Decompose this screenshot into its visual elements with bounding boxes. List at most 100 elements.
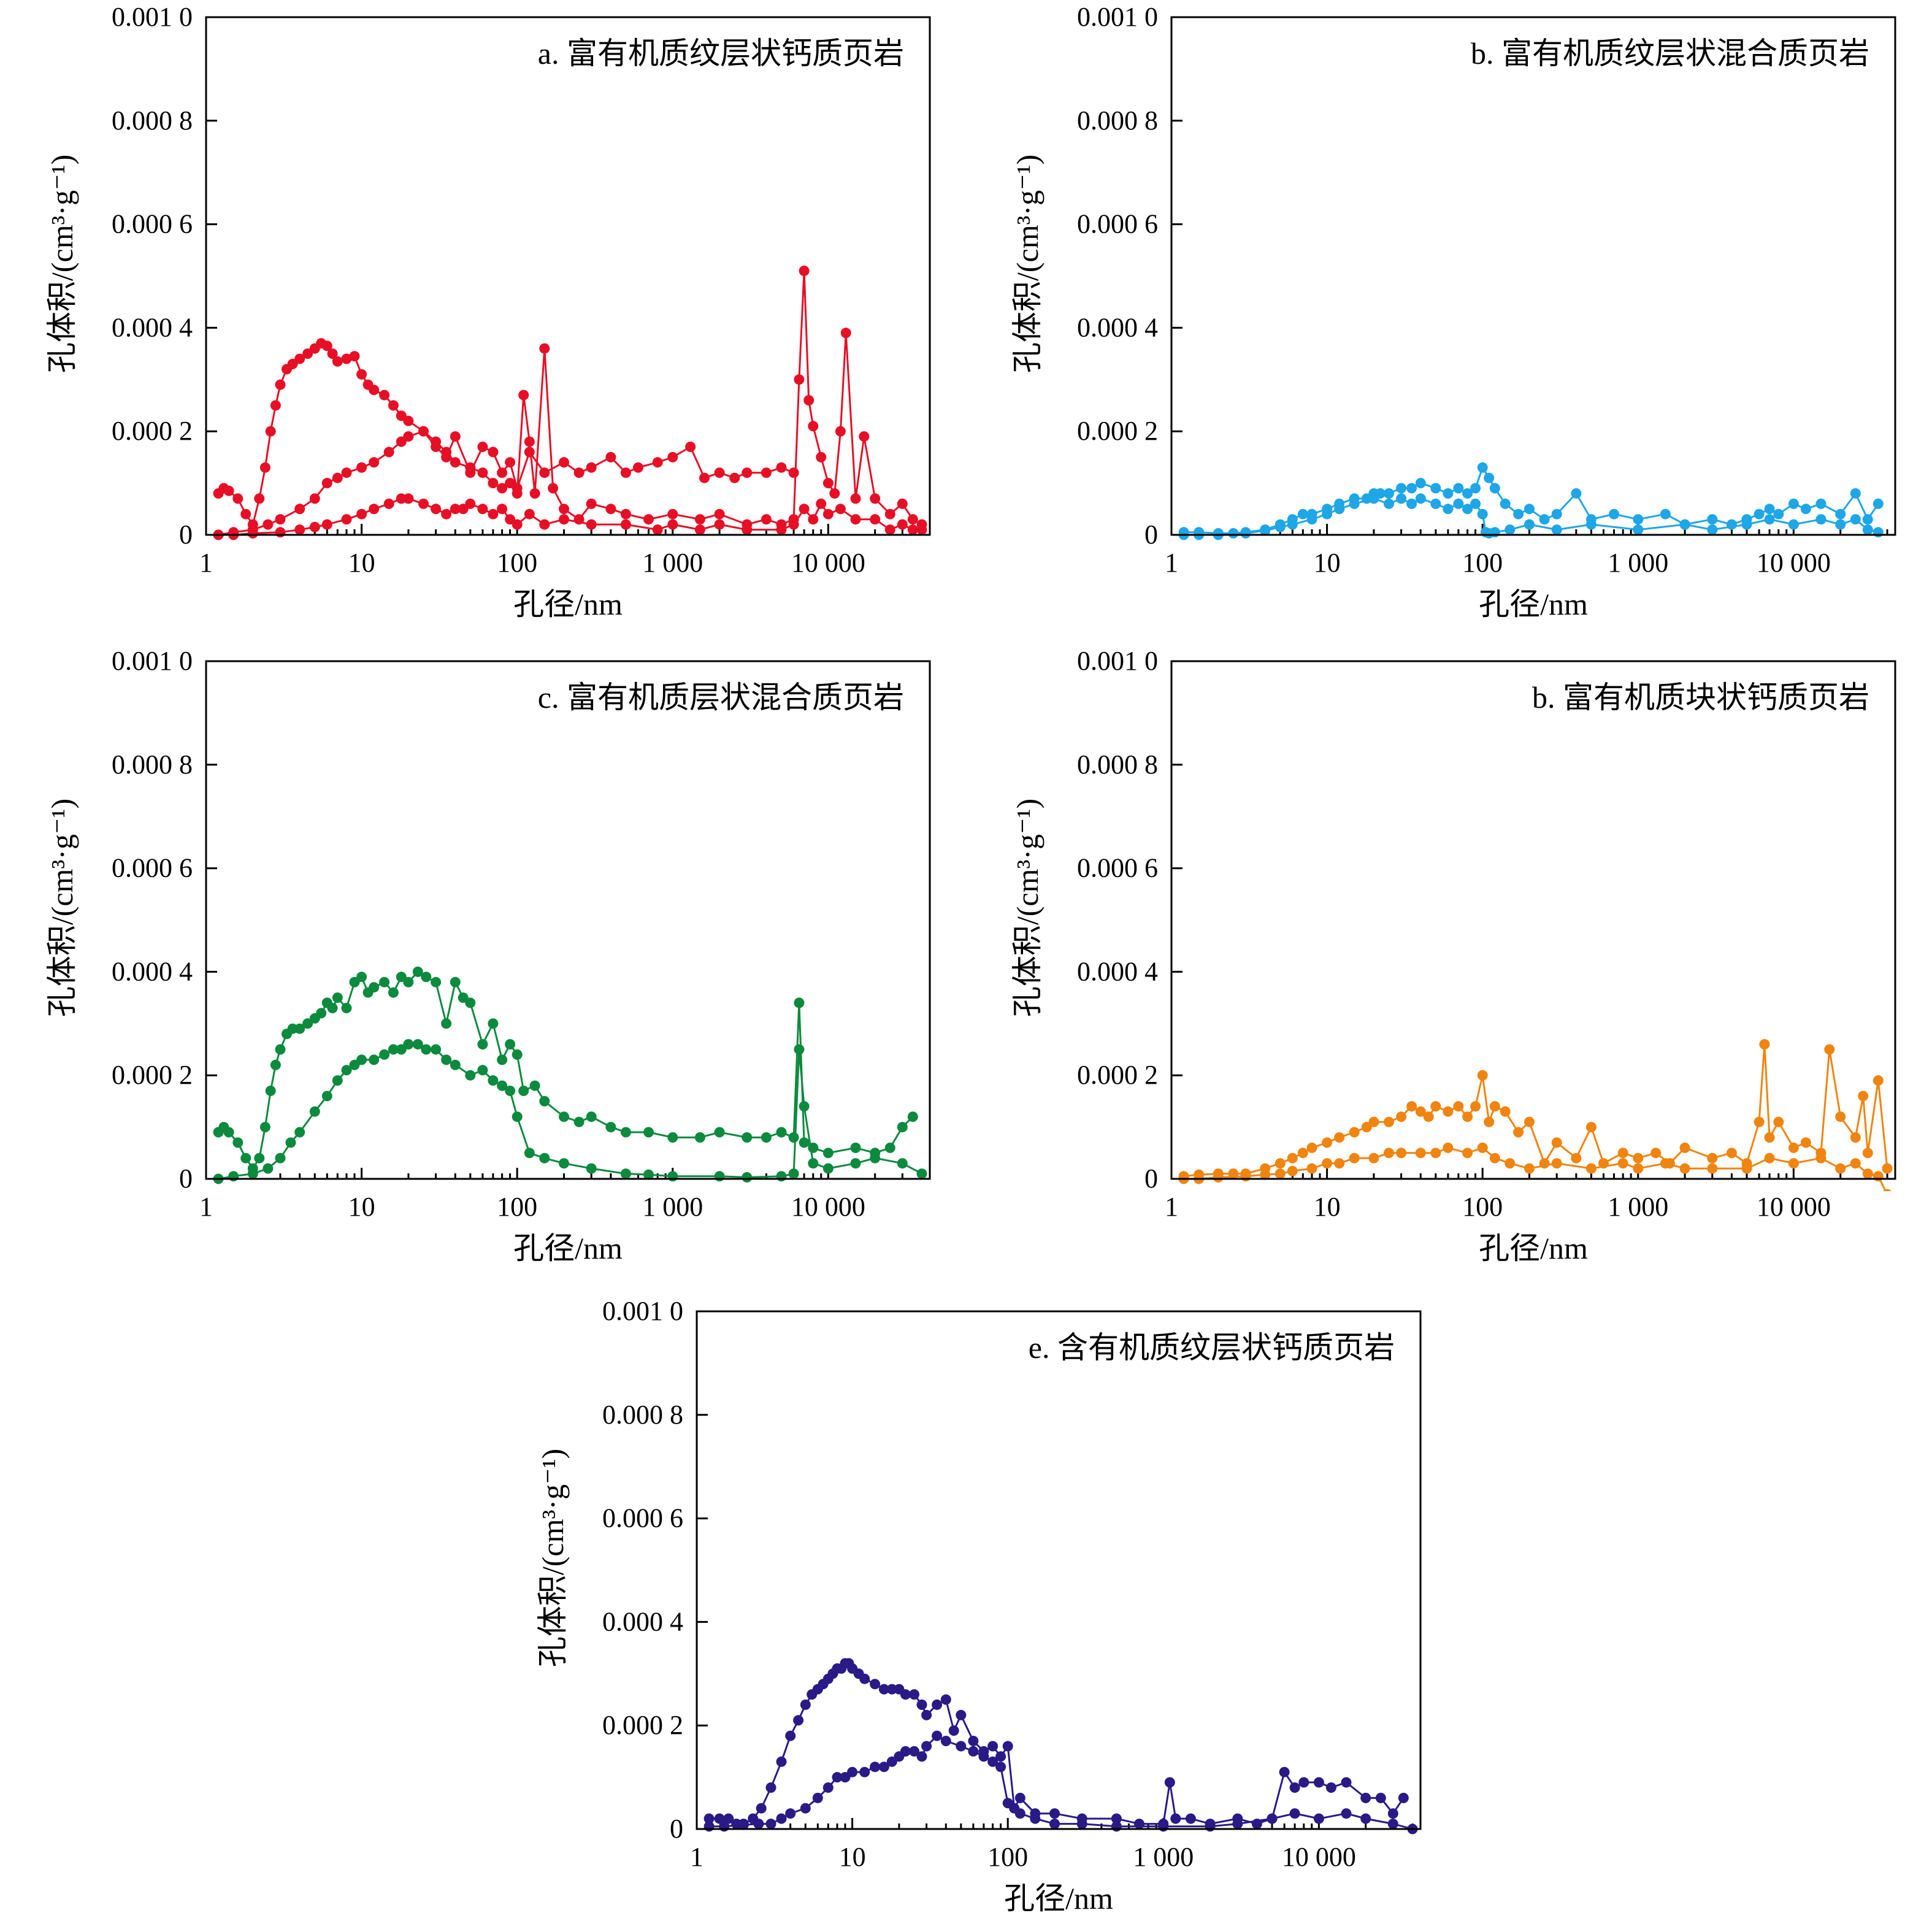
data-point	[785, 1730, 796, 1741]
data-point	[1030, 1813, 1041, 1824]
data-point	[441, 1018, 452, 1029]
data-point	[667, 1171, 678, 1182]
data-point	[1430, 483, 1441, 494]
data-point	[1741, 519, 1752, 530]
data-point	[1289, 1782, 1300, 1793]
data-point	[800, 1803, 811, 1814]
data-point	[1049, 1808, 1060, 1819]
data-point	[620, 467, 631, 478]
data-point	[1585, 519, 1597, 530]
data-point	[753, 1819, 764, 1830]
data-point	[488, 447, 499, 458]
data-point	[1850, 1132, 1861, 1143]
data-point	[488, 478, 499, 489]
data-point	[1835, 519, 1846, 530]
series-2-line	[218, 270, 922, 536]
data-point	[1406, 498, 1417, 509]
data-point	[240, 508, 251, 520]
data-point	[512, 519, 523, 530]
data-point	[643, 1169, 654, 1180]
data-point	[1297, 508, 1308, 520]
data-point	[431, 1044, 442, 1055]
data-point	[1551, 508, 1562, 520]
data-point	[1524, 1116, 1535, 1127]
data-point	[822, 1148, 834, 1159]
data-point	[940, 1736, 951, 1746]
y-tick-label: 0.000 8	[602, 1400, 683, 1430]
data-point	[1850, 488, 1861, 499]
data-point	[1205, 1821, 1216, 1832]
data-point	[441, 447, 452, 458]
data-point	[518, 1086, 529, 1096]
data-point	[450, 1059, 461, 1070]
data-point	[341, 353, 352, 364]
data-point	[223, 485, 234, 496]
data-point	[667, 519, 678, 530]
data-point	[620, 1127, 631, 1138]
data-point	[247, 528, 258, 539]
data-point	[859, 431, 870, 442]
data-point	[840, 328, 851, 339]
plot-frame	[1170, 16, 1896, 536]
data-point	[1384, 1116, 1394, 1127]
y-tick-label: 0.000 4	[112, 312, 193, 342]
data-point	[1443, 1142, 1454, 1153]
data-point	[559, 1111, 569, 1122]
x-tick-label: 10	[839, 1842, 866, 1872]
data-point	[497, 467, 508, 478]
x-axis-label: 孔径/nm	[513, 587, 623, 621]
data-point	[1773, 1116, 1784, 1127]
data-point	[1430, 1101, 1441, 1112]
data-point	[418, 426, 429, 437]
data-point	[379, 976, 390, 987]
data-point	[940, 1694, 951, 1705]
data-point	[488, 1018, 499, 1029]
y-tick-label: 0.000 6	[602, 1503, 683, 1533]
data-point	[1341, 1808, 1352, 1819]
data-point	[450, 504, 461, 515]
data-point	[265, 426, 276, 437]
data-point	[421, 1044, 432, 1055]
chart-e: 0 0.000 2 0.000 4 0.000 6 0.000 8 0.001 0 1 10 1…	[535, 1296, 1422, 1915]
data-point	[548, 483, 559, 494]
data-point	[1660, 508, 1671, 520]
y-tick-label: 0.000 2	[602, 1710, 683, 1740]
data-point	[388, 1044, 399, 1055]
data-point	[714, 1813, 725, 1824]
data-point	[403, 493, 414, 504]
data-point	[808, 1158, 819, 1169]
data-point	[987, 1741, 999, 1752]
y-axis-label: 孔体积/(cm³·g⁻¹)	[535, 1449, 570, 1667]
data-point	[294, 1127, 305, 1138]
data-point	[223, 1127, 234, 1138]
data-point	[1275, 1168, 1286, 1179]
data-point	[870, 1152, 881, 1164]
y-tick-label: 0.000 6	[1077, 853, 1158, 883]
y-tick-label: 0	[1144, 520, 1158, 550]
data-point	[800, 1699, 811, 1710]
data-point	[1170, 1813, 1181, 1824]
data-point	[995, 1751, 1006, 1762]
data-point	[761, 467, 772, 478]
y-tick-label: 0.000 8	[112, 750, 193, 780]
data-point	[1660, 1158, 1671, 1169]
data-point	[539, 343, 550, 354]
data-point	[723, 1813, 734, 1824]
data-point	[1470, 1101, 1481, 1112]
data-point	[403, 1039, 414, 1050]
data-point	[1158, 1821, 1169, 1832]
data-point	[586, 1163, 597, 1174]
data-point	[719, 1821, 730, 1832]
y-axis-label: 孔体积/(cm³·g⁻¹)	[45, 799, 79, 1017]
data-point	[369, 385, 380, 396]
data-point	[1349, 1127, 1360, 1138]
data-point	[332, 1075, 343, 1086]
data-point	[431, 504, 442, 515]
x-tick-label: 10 000	[1757, 548, 1831, 578]
data-point	[497, 1054, 508, 1065]
data-point	[1453, 498, 1464, 509]
data-point	[1430, 498, 1441, 509]
data-point	[822, 478, 834, 489]
data-point	[1287, 519, 1298, 530]
data-point	[356, 462, 367, 473]
